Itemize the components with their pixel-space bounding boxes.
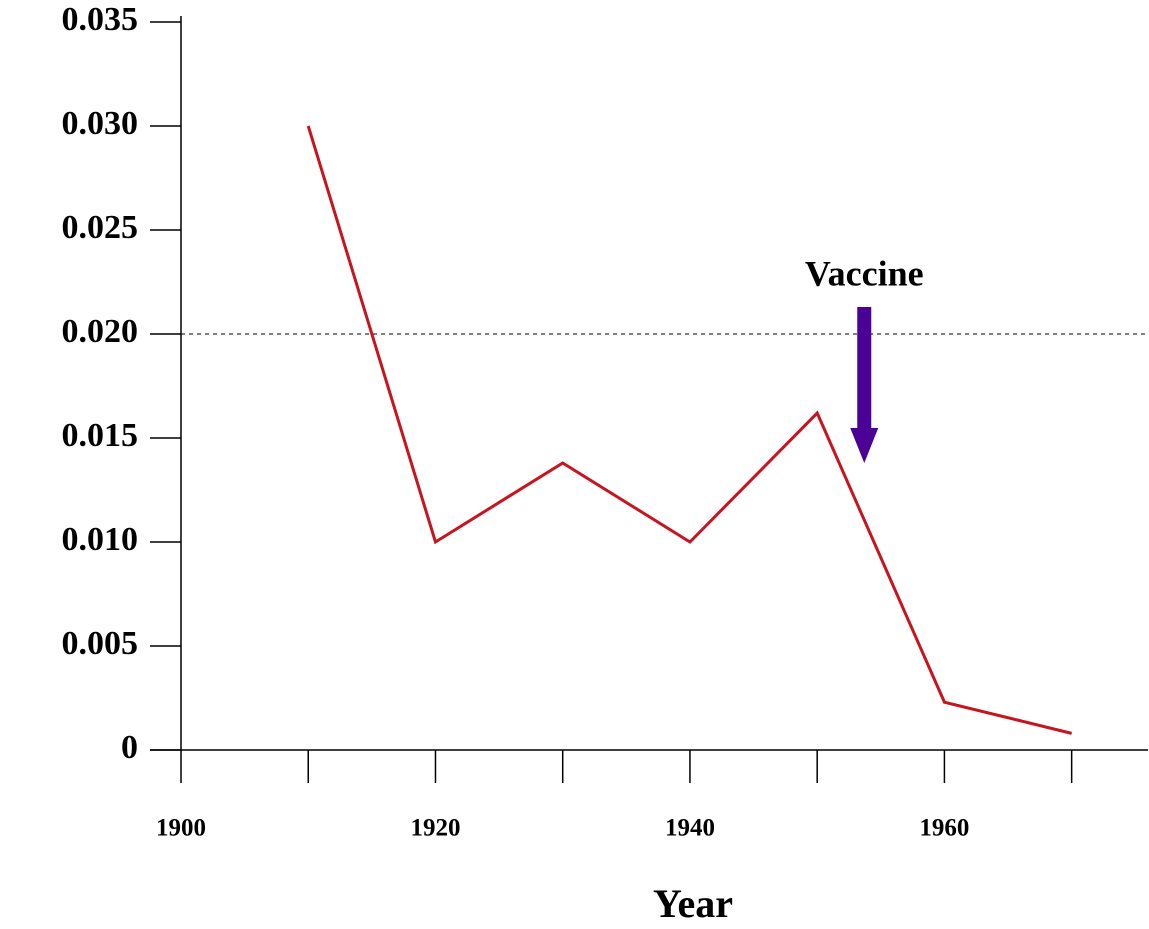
- annotation-arrow-shaft: [857, 307, 872, 429]
- annotation-text: Vaccine: [805, 253, 924, 293]
- x-tick-label: 1920: [410, 815, 460, 842]
- y-tick-label: 0.005: [62, 625, 139, 662]
- y-tick-label: 0: [121, 729, 138, 766]
- y-tick-label: 0.030: [62, 105, 139, 142]
- y-tick-label: 0.020: [62, 313, 139, 350]
- data-line: [306, 125, 1073, 735]
- x-tick-label: 1960: [919, 815, 969, 842]
- y-tick-label: 0.035: [62, 1, 139, 38]
- y-tick-label: 0.010: [62, 521, 139, 558]
- y-tick-label: 0.015: [62, 417, 139, 454]
- x-tick-label: 1940: [665, 815, 715, 842]
- x-tick-label: 1900: [156, 815, 206, 842]
- y-tick-label: 0.025: [62, 209, 139, 246]
- x-axis-label: Year: [653, 881, 733, 926]
- annotation-arrow-head: [850, 428, 879, 463]
